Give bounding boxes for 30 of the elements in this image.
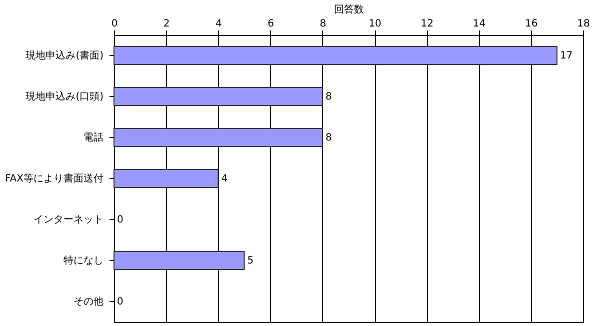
y-tick-label: 電話 bbox=[84, 132, 104, 144]
y-tick-label: 特になし bbox=[64, 254, 104, 266]
bar bbox=[114, 169, 219, 188]
data-label: 17 bbox=[560, 50, 573, 62]
x-tick-label: 4 bbox=[216, 18, 222, 30]
y-tick-label: その他 bbox=[74, 296, 104, 308]
x-tick-label: 12 bbox=[420, 18, 434, 30]
bar bbox=[114, 87, 323, 106]
x-tick-label: 10 bbox=[368, 18, 382, 30]
x-tick-label: 8 bbox=[320, 18, 326, 30]
data-label: 0 bbox=[117, 296, 124, 308]
y-tick-label: 現地申込み(書面) bbox=[26, 50, 104, 62]
data-label: 0 bbox=[117, 214, 124, 226]
data-label: 4 bbox=[221, 174, 228, 184]
y-tick-label: インターネット bbox=[34, 214, 104, 226]
bar bbox=[114, 251, 245, 270]
x-tick-label: 14 bbox=[472, 18, 486, 30]
data-label: 8 bbox=[325, 92, 332, 102]
x-tick-label: 6 bbox=[268, 18, 274, 30]
bar bbox=[114, 128, 323, 147]
x-tick-label: 2 bbox=[163, 18, 170, 30]
x-tick-label: 18 bbox=[577, 18, 590, 30]
bar bbox=[114, 46, 558, 65]
x-tick-label: 16 bbox=[525, 18, 538, 30]
y-tick-label: 現地申込み(口頭) bbox=[26, 90, 104, 102]
data-label: 5 bbox=[247, 256, 254, 266]
data-label: 8 bbox=[325, 132, 332, 144]
y-tick-label: FAX等により書面送付 bbox=[4, 172, 104, 184]
x-axis-title: 回答数 bbox=[334, 4, 364, 16]
x-tick-label: 0 bbox=[111, 18, 118, 30]
